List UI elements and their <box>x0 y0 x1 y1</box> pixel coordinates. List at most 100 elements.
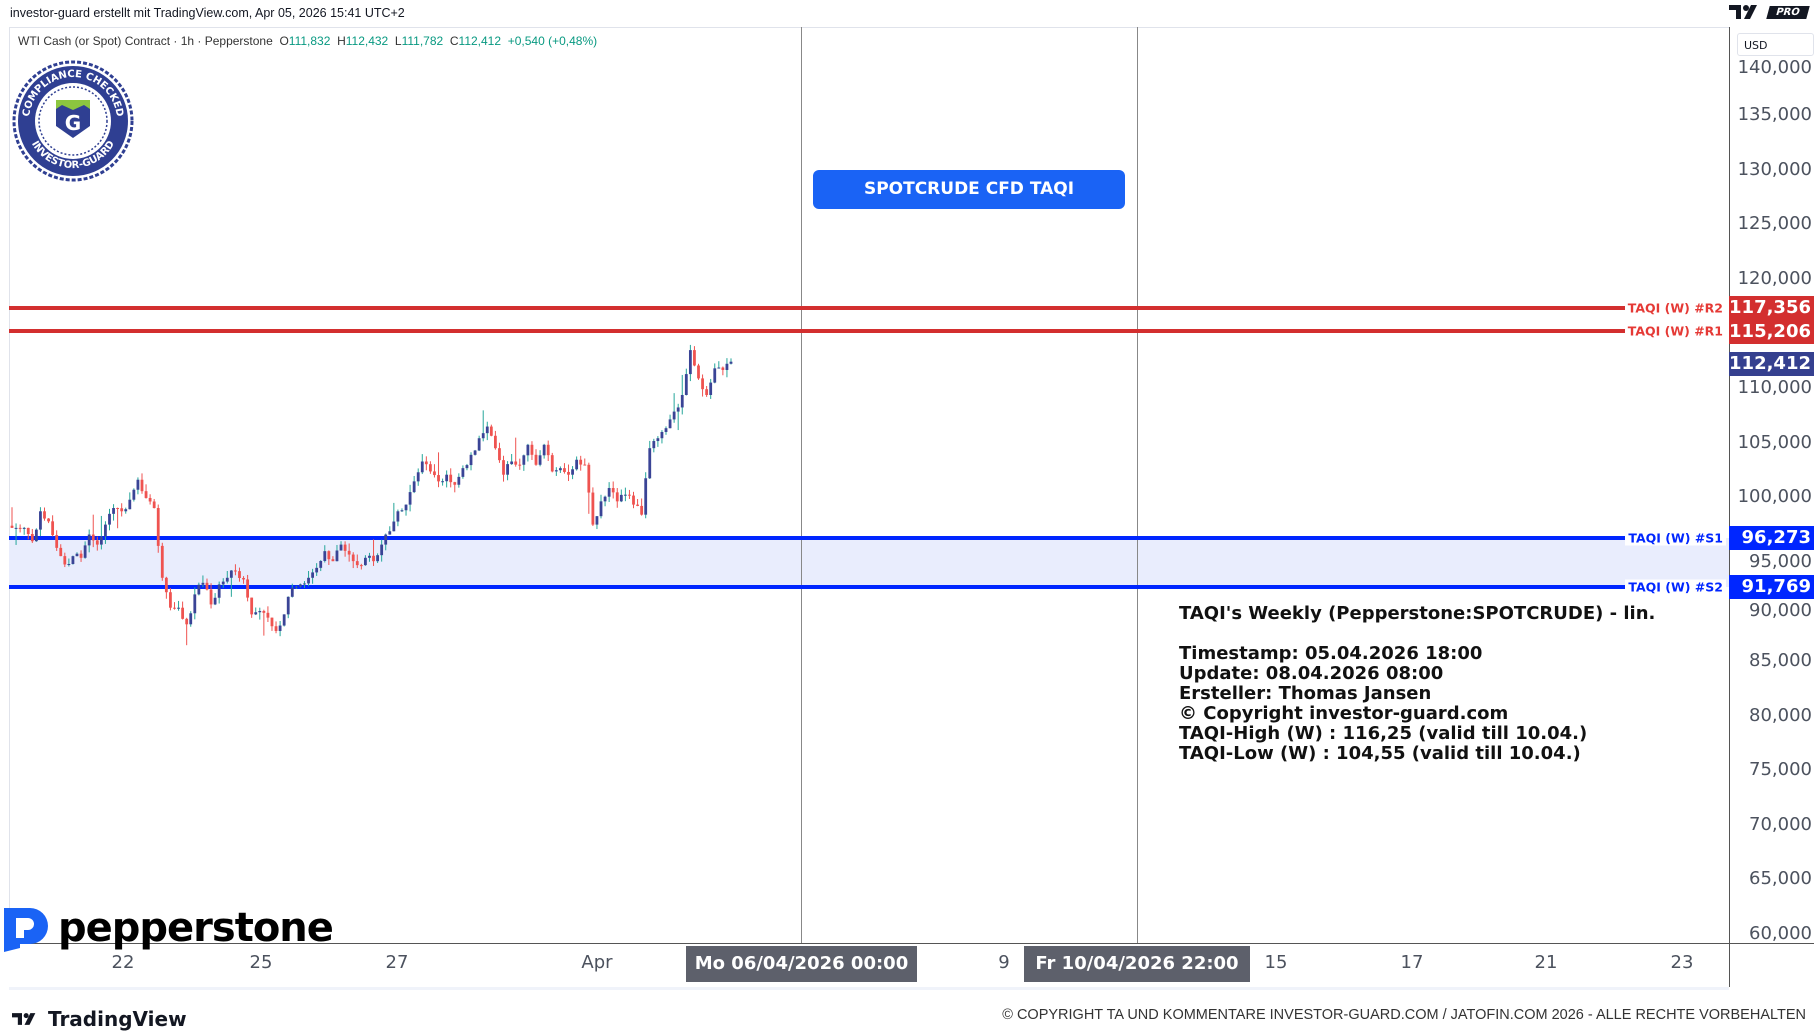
snapshot-title-button[interactable]: SPOTCRUDE CFD TAQI SNAPSHOT <box>813 170 1125 238</box>
candle <box>128 492 132 510</box>
candle-body <box>238 571 241 578</box>
candle <box>644 472 648 519</box>
candle-body <box>416 472 420 482</box>
candle-body <box>246 579 250 598</box>
candle <box>489 424 493 437</box>
candle <box>124 507 128 514</box>
footer-divider <box>9 987 1729 990</box>
candle-body <box>376 555 379 562</box>
candle-body <box>445 474 449 482</box>
symbol-legend[interactable]: WTI Cash (or Spot) Contract · 1h · Peppe… <box>18 34 597 48</box>
candle-body <box>542 444 546 456</box>
vertical-line-apr-10[interactable] <box>1137 27 1138 943</box>
candle <box>477 435 481 452</box>
candle-body <box>217 584 221 598</box>
price-tick-label: 95,000 <box>1749 551 1812 572</box>
level-price-badge: 91,769 <box>1729 575 1814 599</box>
candle <box>697 363 700 380</box>
candle-body <box>615 492 619 502</box>
level-label: TAQI (W) #S2 <box>1625 579 1726 595</box>
candle <box>546 440 550 461</box>
candle-body <box>717 367 721 369</box>
level-price-badge: 96,273 <box>1729 526 1814 550</box>
candle <box>563 463 566 474</box>
candle-body <box>311 572 314 578</box>
info-line: Update: 08.04.2026 08:00 <box>1179 663 1444 684</box>
candle <box>258 607 262 620</box>
candle-body <box>603 496 607 502</box>
candle <box>323 545 327 563</box>
candle <box>595 516 599 530</box>
candle-body <box>83 545 87 558</box>
candle <box>538 450 542 467</box>
pepperstone-wordmark: pepperstone <box>58 905 334 951</box>
candle-body <box>392 521 396 532</box>
time-axis-border <box>9 943 1814 944</box>
level-line[interactable] <box>9 535 1629 540</box>
tradingview-logo-icon <box>1729 5 1758 19</box>
candle <box>87 529 91 553</box>
candle-body <box>79 553 83 558</box>
high-label: H <box>337 34 346 48</box>
candle-body <box>355 561 359 566</box>
svg-text:G: G <box>65 111 81 135</box>
info-line <box>1179 624 1655 644</box>
candle-body <box>18 527 22 529</box>
candle <box>359 563 363 570</box>
candle <box>108 508 111 531</box>
candle-body <box>152 501 156 509</box>
candle <box>347 543 351 562</box>
tradingview-pro-logo: PRO <box>1729 4 1810 20</box>
candle-body <box>607 488 611 497</box>
candle-body <box>331 559 335 562</box>
level-line[interactable] <box>9 305 1629 310</box>
candle <box>388 526 392 535</box>
candle-body <box>124 509 128 512</box>
level-line[interactable] <box>9 329 1629 334</box>
candle-body <box>193 594 197 614</box>
price-axis-border <box>1729 27 1730 987</box>
candle-body <box>644 478 648 515</box>
candle-body <box>453 482 457 485</box>
candle <box>441 478 444 486</box>
candle-body <box>221 581 225 585</box>
candle <box>376 553 379 564</box>
candle-body <box>112 508 115 514</box>
candle-body <box>201 582 205 585</box>
chart-attribution: investor-guard erstellt mit TradingView.… <box>10 6 405 20</box>
candle <box>380 539 384 562</box>
candle <box>83 541 87 559</box>
time-tick-label: Apr <box>581 952 613 973</box>
candle <box>506 461 509 481</box>
candle <box>221 578 225 588</box>
candle <box>140 473 144 494</box>
candle-body <box>461 468 465 477</box>
candle <box>420 454 424 475</box>
candle-body <box>189 613 193 625</box>
candle <box>164 576 168 599</box>
low-value: 111,782 <box>401 34 444 48</box>
level-price-badge: 117,356 <box>1729 296 1814 320</box>
candle-body <box>254 612 258 615</box>
candle <box>238 567 241 582</box>
candle-body <box>567 471 570 475</box>
candle-body <box>473 450 477 455</box>
candle <box>632 491 635 509</box>
candle-body <box>132 489 136 500</box>
price-tick-label: 70,000 <box>1749 813 1812 835</box>
candle-body <box>526 444 530 456</box>
candle <box>173 602 176 610</box>
candle <box>599 494 603 519</box>
vertical-line-apr-06[interactable] <box>801 27 802 943</box>
candle <box>319 560 323 572</box>
candle <box>567 464 570 482</box>
chart-pane[interactable] <box>9 27 1729 943</box>
candle <box>286 596 290 619</box>
currency-button[interactable]: USD <box>1737 33 1814 56</box>
candle-body <box>213 597 217 605</box>
pepperstone-logo: pepperstone <box>0 902 334 954</box>
candle <box>343 541 347 557</box>
candle <box>652 438 656 453</box>
candle-body <box>258 610 262 613</box>
level-line[interactable] <box>9 585 1629 590</box>
